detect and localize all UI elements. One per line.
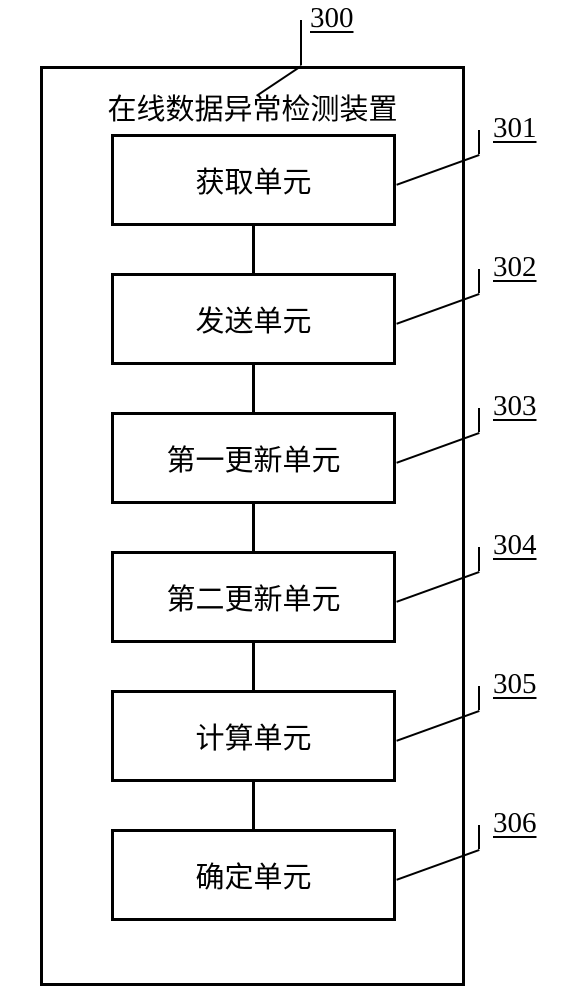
unit-box-update1: 第一更新单元: [111, 412, 396, 504]
connector-send-update1: [252, 365, 255, 412]
ref-label-300: 300: [310, 2, 354, 35]
connector-calc-determine: [252, 782, 255, 829]
ref-label-306: 306: [493, 807, 537, 840]
unit-box-determine: 确定单元: [111, 829, 396, 921]
leader-stem-304: [478, 547, 480, 571]
ref-label-302: 302: [493, 251, 537, 284]
unit-box-calc: 计算单元: [111, 690, 396, 782]
leader-stem-302: [478, 269, 480, 293]
leader-stem-303: [478, 408, 480, 432]
ref-label-305: 305: [493, 668, 537, 701]
unit-box-send: 发送单元: [111, 273, 396, 365]
device-title: 在线数据异常检测装置: [40, 86, 465, 128]
unit-box-label: 计算单元: [195, 715, 311, 757]
ref-label-304: 304: [493, 529, 537, 562]
unit-box-label: 发送单元: [195, 298, 311, 340]
ref-label-303: 303: [493, 390, 537, 423]
connector-acquire-send: [252, 226, 255, 273]
leader-stem-306: [478, 825, 480, 849]
connector-update1-update2: [252, 504, 255, 551]
leader-stem-305: [478, 686, 480, 710]
unit-box-update2: 第二更新单元: [111, 551, 396, 643]
unit-box-label: 第二更新单元: [166, 576, 340, 618]
leader-stem-301: [478, 130, 480, 154]
unit-box-label: 获取单元: [195, 159, 311, 201]
unit-box-label: 第一更新单元: [166, 437, 340, 479]
ref-label-301: 301: [493, 112, 537, 145]
unit-box-label: 确定单元: [195, 854, 311, 896]
connector-update2-calc: [252, 643, 255, 690]
unit-box-acquire: 获取单元: [111, 134, 396, 226]
leader-stem-300: [300, 20, 302, 65]
